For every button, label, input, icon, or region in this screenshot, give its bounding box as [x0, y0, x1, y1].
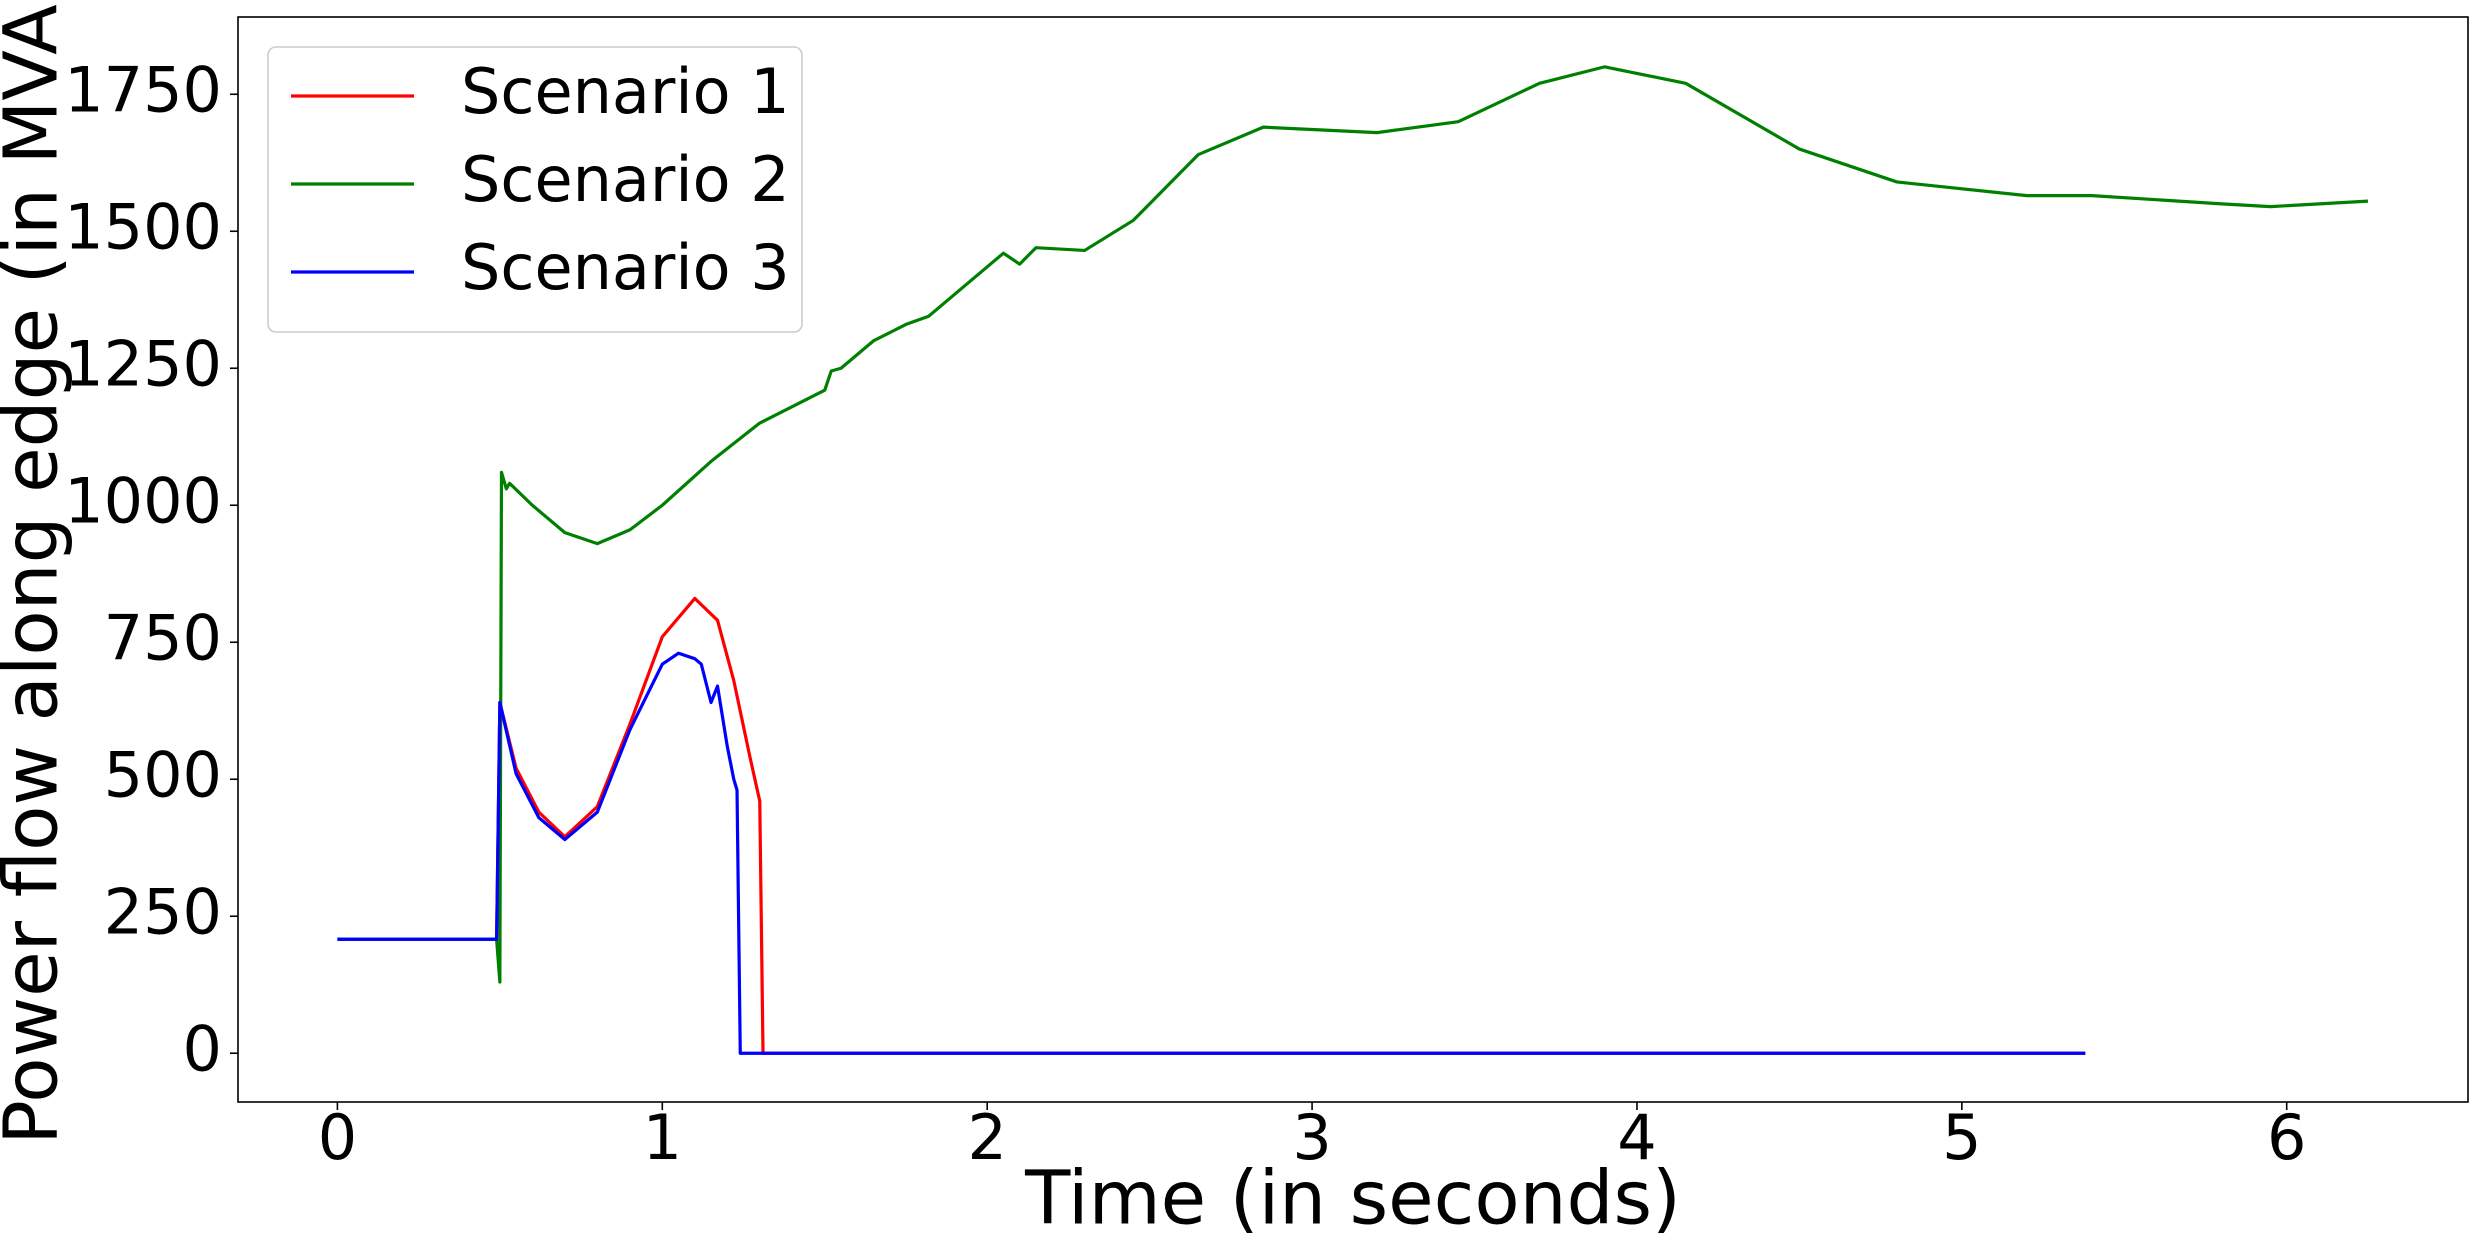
y-tick-label: 500 [104, 738, 222, 811]
x-tick-label: 6 [2267, 1101, 2306, 1174]
y-tick-label: 1500 [64, 190, 222, 263]
series-line [337, 596, 2086, 1055]
series-line [337, 65, 2369, 984]
x-tick-label: 5 [1942, 1101, 1981, 1174]
plot-frame [237, 16, 2469, 1103]
x-tick-label: 3 [1292, 1101, 1331, 1174]
y-tick-label: 0 [183, 1012, 222, 1085]
series-line [337, 651, 2086, 1055]
y-tick-label: 1750 [64, 53, 222, 126]
legend-box [267, 46, 803, 333]
x-tick-label: 1 [643, 1101, 682, 1174]
legend-label: Scenario 2 [461, 143, 790, 216]
y-tick-label: 750 [104, 601, 222, 674]
x-tick-label: 2 [967, 1101, 1006, 1174]
y-tick-label: 1000 [64, 464, 222, 537]
legend-label: Scenario 1 [461, 55, 790, 128]
x-tick-label: 4 [1617, 1101, 1656, 1174]
y-axis-label: Power flow along edge (in MVA) [0, 0, 75, 1145]
y-tick-label: 250 [104, 875, 222, 948]
y-tick-label: 1250 [64, 327, 222, 400]
x-axis-label: Time (in seconds) [1024, 1156, 1681, 1242]
legend-label: Scenario 3 [461, 231, 790, 304]
x-tick-label: 0 [318, 1101, 357, 1174]
